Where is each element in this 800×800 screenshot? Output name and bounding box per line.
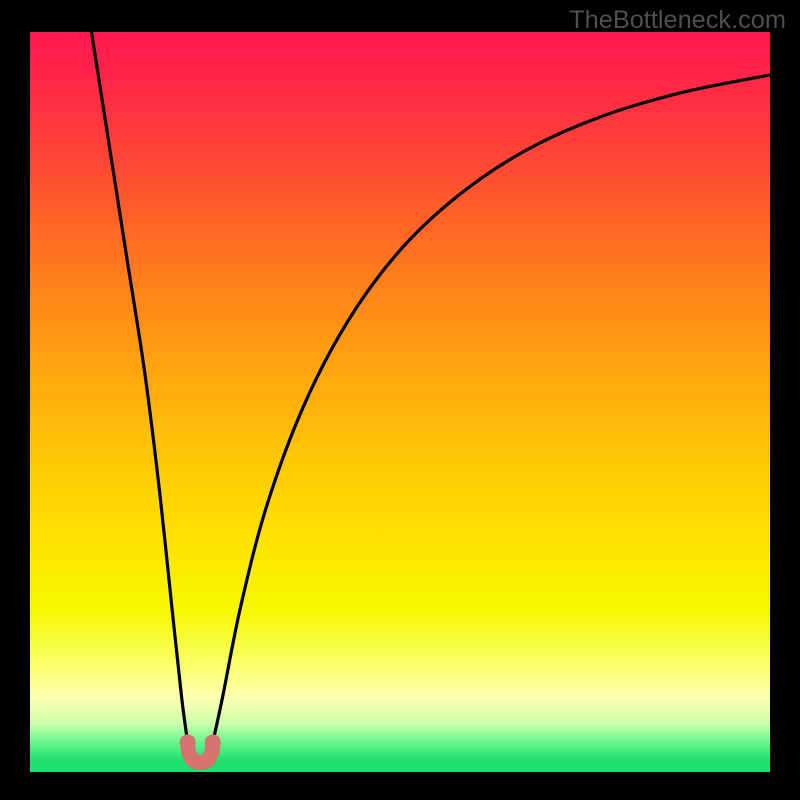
- bottleneck-curve: [30, 32, 770, 772]
- curve-right-branch: [213, 75, 770, 742]
- chart-canvas: TheBottleneck.com: [0, 0, 800, 800]
- plot-area: [30, 32, 770, 772]
- watermark-text: TheBottleneck.com: [569, 6, 786, 35]
- curve-endpoint-dot-0: [180, 734, 196, 750]
- curve-endpoint-dot-1: [205, 734, 221, 750]
- curve-left-branch: [89, 17, 187, 742]
